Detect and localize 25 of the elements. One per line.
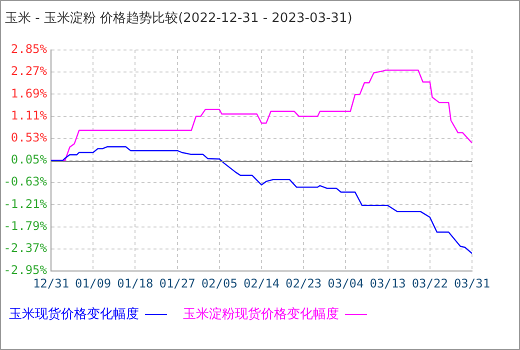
- chart-title: 玉米 - 玉米淀粉 价格趋势比较(2022-12-31 - 2023-03-31): [5, 10, 352, 27]
- x-tick-label: 01/18: [117, 276, 154, 290]
- x-tick-label: 03/31: [454, 276, 490, 290]
- y-tick-label: 2.85%: [10, 42, 48, 56]
- y-tick-label: 0.53%: [10, 130, 48, 145]
- y-tick-label: 1.11%: [10, 108, 48, 122]
- y-tick-label: 0.05%: [10, 152, 48, 167]
- y-tick-label: 2.27%: [10, 64, 48, 78]
- y-tick-label: -2.37%: [4, 241, 48, 256]
- x-tick-label: 02/14: [243, 276, 280, 290]
- x-tick-label: 12/31: [32, 276, 70, 290]
- x-tick-label: 02/23: [286, 276, 322, 290]
- y-tick-label: -0.63%: [4, 174, 48, 189]
- x-tick-label: 01/27: [159, 276, 196, 290]
- y-tick-label: 1.69%: [10, 86, 48, 100]
- y-tick-label: -1.79%: [4, 218, 48, 233]
- y-tick-label: -1.21%: [4, 196, 48, 211]
- y-tick-label: -2.95%: [4, 263, 48, 278]
- x-tick-label: 01/09: [75, 276, 112, 290]
- x-tick-label: 03/22: [412, 276, 448, 290]
- x-tick-label: 03/13: [370, 276, 406, 290]
- x-tick-label: 03/04: [328, 276, 364, 290]
- legend-label: 玉米淀粉现货价格变化幅度: [183, 307, 339, 322]
- legend-label: 玉米现货价格变化幅度: [9, 307, 139, 322]
- x-tick-label: 02/05: [201, 276, 238, 290]
